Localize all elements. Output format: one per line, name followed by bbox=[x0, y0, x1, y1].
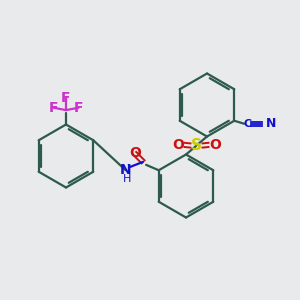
Text: H: H bbox=[123, 174, 131, 184]
Text: F: F bbox=[74, 101, 83, 115]
Text: F: F bbox=[49, 101, 58, 115]
Text: O: O bbox=[209, 138, 221, 152]
Text: O: O bbox=[172, 138, 184, 152]
Text: S: S bbox=[191, 138, 202, 153]
Text: N: N bbox=[120, 163, 131, 177]
Text: C: C bbox=[244, 119, 252, 129]
Text: N: N bbox=[266, 117, 276, 130]
Text: O: O bbox=[129, 146, 141, 161]
Text: F: F bbox=[61, 91, 71, 104]
